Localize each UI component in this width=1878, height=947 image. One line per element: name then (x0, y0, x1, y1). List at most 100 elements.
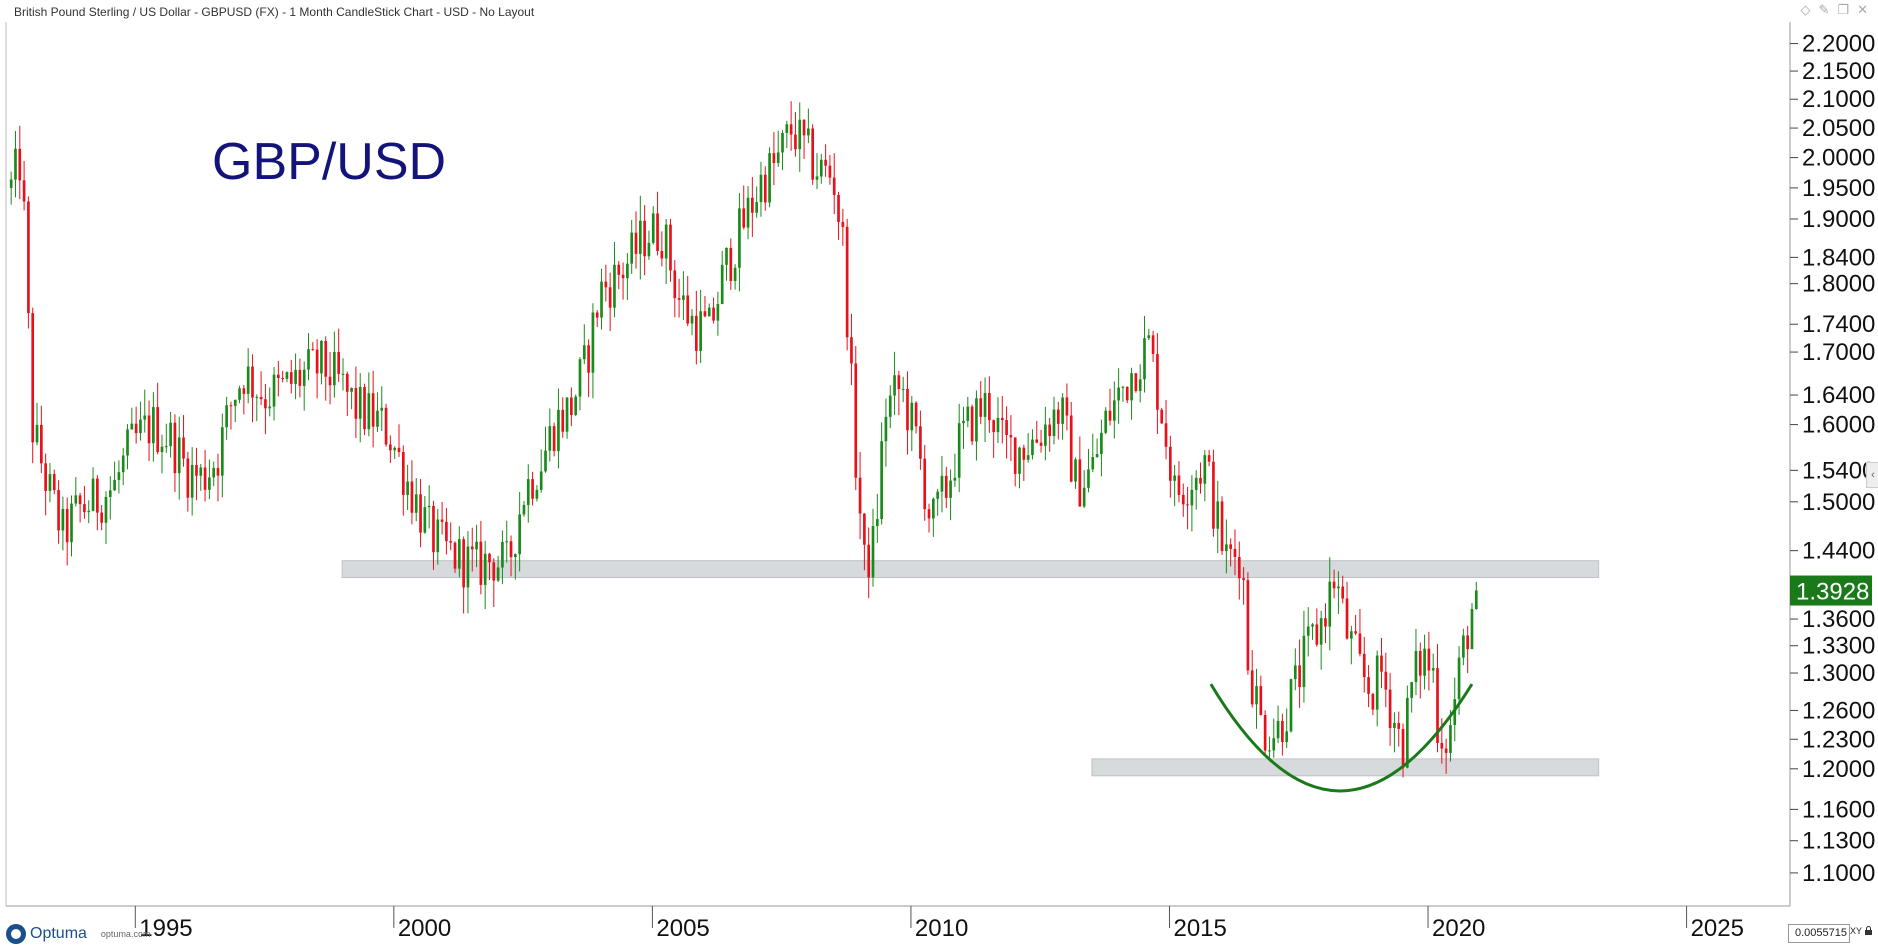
y-tick-label: 1.3000 (1802, 660, 1875, 687)
candle-body (1130, 373, 1133, 401)
candle-body (1362, 653, 1366, 678)
candle-body (656, 213, 659, 252)
candle-body (177, 437, 181, 474)
candle-body (802, 119, 806, 136)
candle-body (1091, 457, 1095, 470)
candle-body (1225, 544, 1228, 552)
candle-body (776, 152, 780, 164)
xy-toggle[interactable]: XY (1850, 926, 1863, 936)
candle-body (1065, 397, 1069, 416)
window-icon[interactable]: ❐ (1837, 2, 1850, 17)
y-tick-label: 2.1500 (1802, 58, 1875, 85)
candle-body (83, 504, 86, 513)
y-tick-label: 2.0000 (1802, 145, 1875, 172)
zoom-readout[interactable]: 0.0055715 (1788, 924, 1850, 943)
candle-body (466, 546, 470, 588)
candle-body (1436, 668, 1439, 743)
close-icon[interactable]: ✕ (1857, 2, 1868, 17)
candle-body (281, 378, 284, 380)
candle-body (854, 363, 858, 478)
candle-body (531, 479, 534, 499)
candle-body (742, 208, 746, 228)
optuma-logo-icon (6, 924, 26, 944)
candle-body (936, 491, 939, 499)
lock-icon[interactable] (1864, 926, 1873, 935)
candle-body (389, 444, 392, 451)
candle-body (445, 521, 448, 542)
candle-body (1069, 415, 1073, 482)
chart-title-bar: British Pound Sterling / US Dollar - GBP… (0, 0, 1878, 22)
candle-body (488, 553, 491, 563)
candle-body (108, 490, 112, 497)
candle-body (1393, 723, 1396, 728)
pin-icon[interactable]: ✎ (1818, 2, 1830, 17)
candle-body (1410, 682, 1413, 698)
y-tick-label: 1.5400 (1802, 457, 1875, 484)
candle-body (600, 281, 603, 318)
collapse-arrow-icon[interactable]: ‹ (1866, 462, 1878, 488)
candle-body (130, 423, 134, 430)
candle-body (505, 541, 509, 543)
candle-body (216, 467, 220, 476)
candle-body (837, 194, 840, 222)
candle-body (664, 224, 668, 259)
candle-body (1384, 671, 1388, 690)
y-tick-label: 1.3300 (1802, 633, 1875, 660)
candle-body (18, 148, 22, 181)
candle-body (673, 270, 677, 299)
optuma-brand: Optuma (30, 925, 87, 942)
candle-body (1272, 738, 1276, 751)
candle-body (186, 458, 190, 498)
candle-body (61, 508, 65, 531)
candle-body (363, 386, 366, 430)
candle-body (940, 475, 944, 492)
candle-body (31, 313, 35, 443)
candle-body (1087, 469, 1090, 488)
candle-body (1194, 477, 1198, 490)
candle-body (1250, 670, 1254, 705)
candle-body (212, 467, 216, 478)
candle-body (1044, 424, 1047, 446)
candle-body (350, 388, 353, 392)
y-tick-label: 1.6400 (1802, 382, 1875, 409)
x-tick-label: 2010 (915, 915, 968, 942)
candle-body (1074, 459, 1077, 482)
candle-body (509, 541, 513, 558)
candle-body (475, 541, 478, 550)
y-tick-label: 1.4400 (1802, 538, 1875, 565)
rounded-bottom-arc (1209, 683, 1474, 793)
candle-body (613, 264, 616, 308)
candle-body (483, 553, 487, 585)
candle-body (1306, 626, 1310, 636)
candle-body (302, 369, 306, 386)
candle-body (931, 498, 935, 519)
last-price-label: 1.3928 (1796, 579, 1869, 606)
candle-body (78, 495, 82, 505)
candle-body (1229, 544, 1233, 549)
candle-body (1056, 409, 1060, 424)
diamond-icon[interactable]: ◇ (1800, 2, 1811, 17)
candle-body (966, 406, 970, 421)
candle-body (914, 402, 918, 427)
candle-body (401, 452, 405, 495)
candle-body (1181, 494, 1185, 505)
candle-body (1462, 635, 1465, 658)
candle-body (1375, 655, 1379, 710)
candle-body (824, 159, 827, 166)
y-tick-label: 1.6000 (1802, 412, 1875, 439)
candle-body (320, 340, 323, 374)
candle-body (1052, 409, 1056, 436)
candle-body (815, 176, 819, 180)
candle-body (875, 519, 879, 527)
candle-body (1169, 446, 1172, 481)
candle-body (1237, 557, 1241, 579)
candle-body (953, 477, 957, 481)
candle-body (91, 478, 95, 511)
candle-body (65, 508, 69, 543)
candle-body (1220, 501, 1224, 552)
candle-body (841, 221, 845, 227)
candle-body (901, 388, 905, 390)
candle-body (242, 388, 246, 394)
optuma-url: optuma.com (100, 929, 151, 939)
